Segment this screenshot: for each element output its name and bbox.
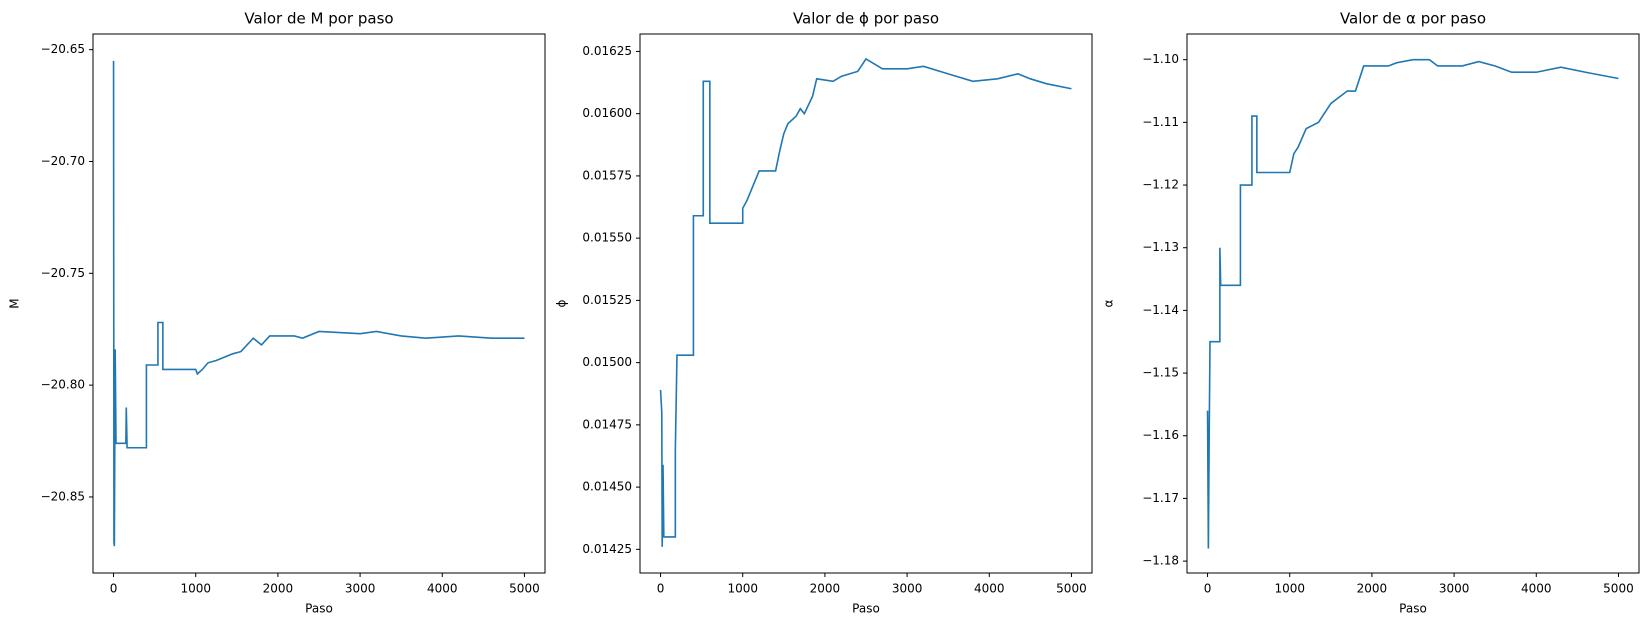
x-tick-label: 1000 bbox=[1274, 582, 1305, 596]
y-tick-label: −20.70 bbox=[41, 154, 85, 168]
x-tick-label: 4000 bbox=[974, 582, 1005, 596]
y-tick-label: 0.01600 bbox=[582, 106, 632, 120]
y-tick-label: −1.18 bbox=[1142, 554, 1179, 568]
y-tick-label: 0.01550 bbox=[582, 231, 632, 245]
y-axis-label: ϕ bbox=[555, 299, 569, 307]
x-axis-label: Paso bbox=[1399, 602, 1427, 616]
x-tick-label: 2000 bbox=[810, 582, 841, 596]
axes-frame bbox=[92, 33, 546, 574]
y-tick-label: 0.01500 bbox=[582, 355, 632, 369]
y-tick-label: −1.13 bbox=[1142, 240, 1179, 254]
y-tick-label: −1.17 bbox=[1142, 491, 1179, 505]
y-tick-label: −1.16 bbox=[1142, 428, 1179, 442]
x-tick-label: 5000 bbox=[509, 582, 540, 596]
chart-title: Valor de α por paso bbox=[1340, 10, 1486, 28]
x-tick-label: 5000 bbox=[1603, 582, 1634, 596]
x-tick-label: 2000 bbox=[1357, 582, 1388, 596]
y-tick-label: −1.12 bbox=[1142, 178, 1179, 192]
y-axis-label: α bbox=[1102, 299, 1116, 307]
data-line bbox=[659, 57, 1072, 547]
axes-frame bbox=[639, 33, 1093, 574]
x-tick-label: 4000 bbox=[1521, 582, 1552, 596]
x-axis-label: Paso bbox=[305, 602, 333, 616]
data-line bbox=[1206, 58, 1619, 549]
y-tick-label: −1.15 bbox=[1142, 366, 1179, 380]
y-tick-label: −1.10 bbox=[1142, 52, 1179, 66]
chart-title: Valor de ϕ por paso bbox=[793, 10, 939, 28]
y-tick-label: 0.01625 bbox=[582, 44, 632, 58]
y-tick-label: 0.01450 bbox=[582, 480, 632, 494]
y-tick-label: −1.14 bbox=[1142, 303, 1179, 317]
y-tick-label: −20.80 bbox=[41, 378, 85, 392]
y-tick-label: 0.01475 bbox=[582, 417, 632, 431]
x-tick-label: 3000 bbox=[892, 582, 923, 596]
y-tick-label: −20.85 bbox=[41, 489, 85, 503]
chart-title: Valor de M por paso bbox=[244, 10, 393, 28]
x-axis-label: Paso bbox=[852, 602, 880, 616]
y-axis-label: M bbox=[8, 298, 22, 308]
y-tick-label: −1.11 bbox=[1142, 115, 1179, 129]
x-tick-label: 1000 bbox=[727, 582, 758, 596]
y-tick-label: −20.65 bbox=[41, 42, 85, 56]
y-tick-label: 0.01525 bbox=[582, 293, 632, 307]
data-line bbox=[112, 60, 525, 547]
x-tick-label: 0 bbox=[1204, 582, 1212, 596]
x-tick-label: 5000 bbox=[1056, 582, 1087, 596]
y-tick-label: 0.01575 bbox=[582, 168, 632, 182]
x-tick-label: 0 bbox=[110, 582, 118, 596]
x-tick-label: 4000 bbox=[427, 582, 458, 596]
y-tick-label: −20.75 bbox=[41, 266, 85, 280]
x-tick-label: 3000 bbox=[345, 582, 376, 596]
x-tick-label: 0 bbox=[657, 582, 665, 596]
x-tick-label: 3000 bbox=[1439, 582, 1470, 596]
y-tick-label: 0.01425 bbox=[582, 542, 632, 556]
x-tick-label: 1000 bbox=[180, 582, 211, 596]
axes-frame bbox=[1186, 33, 1640, 574]
x-tick-label: 2000 bbox=[263, 582, 294, 596]
